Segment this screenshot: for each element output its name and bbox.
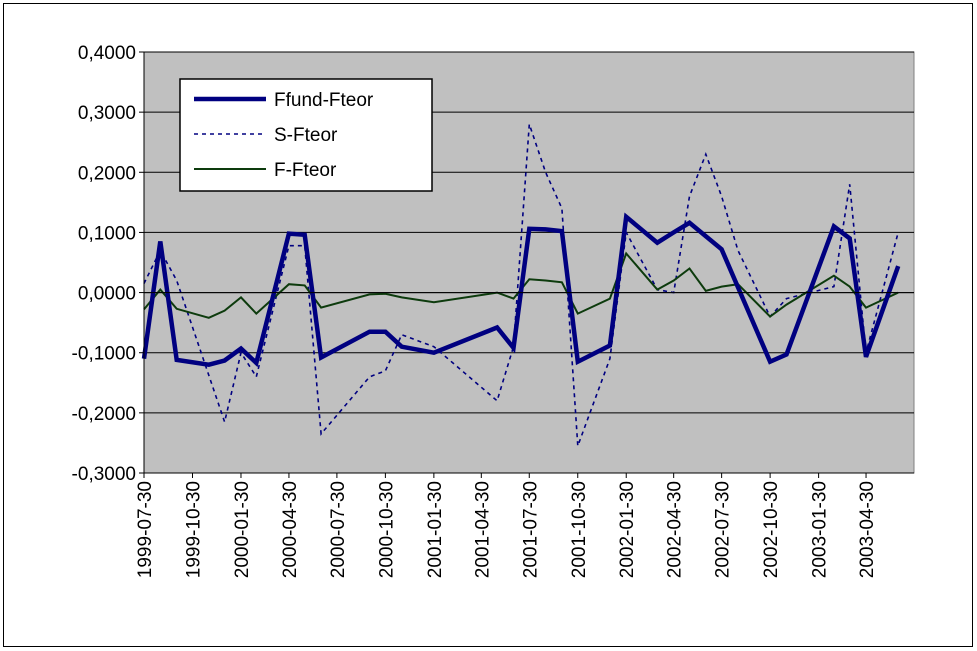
x-tick-label: 2002-04-30 xyxy=(665,481,686,578)
y-tick-label: -0,1000 xyxy=(72,344,136,365)
line-chart: 0,4000 0,3000 0,2000 0,1000 0,0000 -0,1000 -0,… xyxy=(72,43,915,578)
series-line-f-fteor xyxy=(143,251,899,319)
y-tick-labels: 0,4000 0,3000 0,2000 0,1000 0,0000 -0,1000 -0,… xyxy=(72,43,136,485)
x-tick-label: 2001-10-30 xyxy=(569,481,590,578)
x-tick-label: 2001-04-30 xyxy=(472,481,493,578)
x-tick-label: 1999-10-30 xyxy=(183,481,204,578)
y-tick-label: -0,2000 xyxy=(72,404,136,425)
x-tick-label: 2000-04-30 xyxy=(280,481,301,578)
y-tick-label: 0,2000 xyxy=(78,163,136,184)
legend-label-s-fteor: S-Fteor xyxy=(274,125,338,146)
x-tick-label: 2002-10-30 xyxy=(761,481,782,578)
y-tick-label: 0,4000 xyxy=(78,43,136,64)
legend: Ffund-Fteor S-Fteor F-Fteor xyxy=(179,78,433,192)
chart-frame: 0,4000 0,3000 0,2000 0,1000 0,0000 -0,1000 -0,… xyxy=(3,3,973,647)
x-tick-labels: 1999-07-30 1999-10-30 2000-01-30 2000-04-30… xyxy=(135,481,878,578)
series-line-s-fteor xyxy=(143,123,899,447)
y-tick-label: 0,3000 xyxy=(78,103,136,124)
x-tick-label: 2002-07-30 xyxy=(713,481,734,578)
x-tick-label: 2001-01-30 xyxy=(425,481,446,578)
x-tick-label: 2001-07-30 xyxy=(520,481,541,578)
y-tick-label: 0,0000 xyxy=(78,284,136,305)
x-tick-label: 2002-01-30 xyxy=(617,481,638,578)
x-tick-label: 2003-01-30 xyxy=(810,481,831,578)
series-line-ffund-fteor xyxy=(141,212,901,368)
y-tick-label: 0,1000 xyxy=(78,223,136,244)
x-tick-label: 2000-07-30 xyxy=(328,481,349,578)
axes xyxy=(139,51,914,478)
x-tick-label: 2000-10-30 xyxy=(376,481,397,578)
x-tick-label: 2003-04-30 xyxy=(857,481,878,578)
legend-label-ffund-fteor: Ffund-Fteor xyxy=(274,90,374,111)
y-tick-label: -0,3000 xyxy=(72,464,136,485)
x-tick-label: 1999-07-30 xyxy=(135,481,156,578)
series-lines xyxy=(141,123,901,447)
legend-label-f-fteor: F-Fteor xyxy=(274,160,337,181)
x-tick-label: 2000-01-30 xyxy=(232,481,253,578)
